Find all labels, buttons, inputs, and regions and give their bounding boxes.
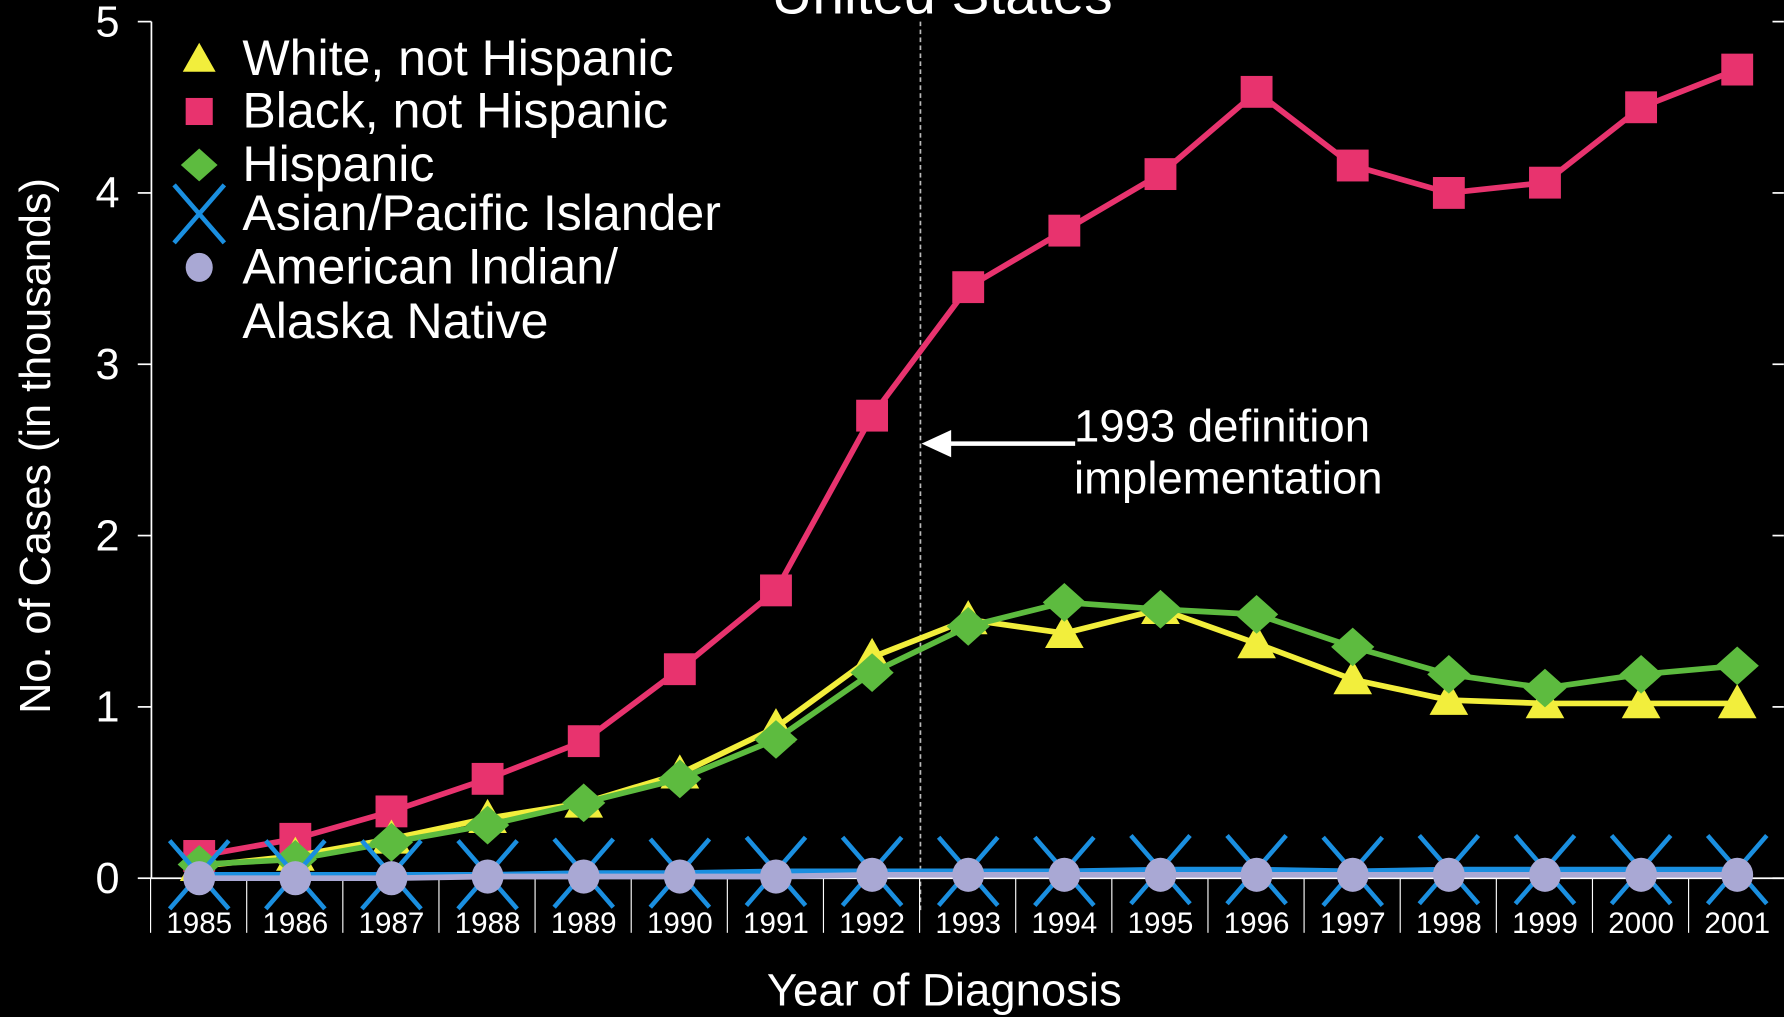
y-tick-label: 4	[96, 170, 120, 218]
x-tick-label: 1997	[1320, 907, 1386, 940]
marker	[1144, 857, 1177, 892]
series-line	[198, 606, 1738, 870]
legend-label: Asian/Pacific Islander	[242, 185, 720, 241]
marker	[1427, 655, 1471, 694]
y-axis-label: No. of Cases (in thousands)	[12, 178, 60, 714]
x-tick-label: 1994	[1031, 907, 1097, 940]
x-tick-label: 2001	[1704, 907, 1770, 940]
x-tick-label: 1991	[743, 907, 809, 940]
marker	[1336, 857, 1369, 892]
marker	[465, 805, 510, 845]
marker	[658, 759, 702, 799]
y-tick-label: 0	[96, 855, 120, 903]
marker	[663, 653, 696, 686]
annotation-arrowhead	[921, 430, 952, 458]
y-tick-label: 5	[96, 0, 120, 46]
chart-title: United States	[771, 0, 1112, 27]
legend-marker	[180, 148, 218, 182]
marker	[663, 859, 696, 894]
x-tick-label: 1992	[839, 907, 905, 940]
y-tick-label: 2	[96, 512, 120, 560]
x-tick-label: 1996	[1224, 907, 1290, 940]
marker	[1625, 857, 1658, 892]
legend-marker	[172, 183, 227, 245]
marker	[1721, 857, 1754, 892]
marker	[1045, 613, 1084, 649]
marker	[567, 725, 600, 758]
marker	[952, 857, 985, 892]
marker	[1144, 158, 1177, 191]
annotation-text: implementation	[1074, 453, 1383, 504]
legend-label-line: Alaska Native	[242, 293, 548, 349]
marker	[850, 653, 894, 692]
marker	[1048, 857, 1081, 892]
marker	[369, 822, 414, 862]
x-tick-label: 1989	[551, 907, 617, 940]
marker	[1625, 91, 1658, 124]
legend-label: American Indian/Alaska Native	[242, 238, 618, 349]
marker	[856, 399, 889, 432]
marker	[1432, 177, 1465, 209]
marker	[1619, 655, 1663, 694]
marker	[471, 859, 504, 894]
x-axis-label: Year of Diagnosis	[767, 965, 1122, 1016]
x-tick-label: 2000	[1608, 907, 1674, 940]
marker	[1529, 166, 1561, 199]
y-tick-label: 1	[96, 684, 120, 732]
marker	[754, 720, 798, 759]
legend-label: White, not Hispanic	[242, 30, 673, 86]
marker	[1715, 646, 1759, 686]
annotation-text: 1993 definition	[1074, 400, 1370, 451]
legend-label: Black, not Hispanic	[242, 82, 668, 138]
marker	[1042, 583, 1086, 622]
marker	[1717, 684, 1757, 719]
legend-marker	[185, 252, 213, 282]
marker	[567, 859, 600, 894]
marker	[1432, 857, 1465, 892]
marker	[1336, 149, 1369, 182]
x-tick-label: 1987	[359, 907, 425, 940]
marker	[1429, 680, 1469, 715]
marker	[375, 861, 408, 896]
marker	[1237, 624, 1276, 659]
marker	[183, 861, 216, 896]
marker	[1240, 75, 1273, 108]
y-tick-label: 3	[96, 341, 120, 389]
legend-label-line: American Indian/	[242, 238, 618, 294]
marker	[1529, 857, 1561, 892]
x-tick-label: 1993	[935, 907, 1001, 940]
x-tick-label: 1986	[262, 907, 328, 940]
marker	[279, 861, 312, 896]
marker	[1234, 595, 1279, 634]
x-tick-label: 1995	[1128, 907, 1194, 940]
x-tick-label: 1998	[1416, 907, 1482, 940]
x-tick-label: 1999	[1512, 907, 1578, 940]
marker	[471, 762, 504, 795]
legend-marker	[182, 42, 216, 72]
marker	[946, 607, 990, 646]
marker	[760, 859, 792, 894]
marker	[856, 857, 889, 892]
marker	[760, 574, 792, 607]
marker	[1331, 627, 1375, 667]
marker	[1048, 214, 1081, 247]
marker	[1240, 857, 1273, 892]
x-tick-label: 1985	[166, 907, 232, 940]
legend-marker	[185, 97, 213, 126]
x-tick-label: 1988	[455, 907, 521, 940]
legend-label: Hispanic	[242, 136, 434, 192]
marker	[1621, 684, 1661, 719]
marker	[1333, 660, 1373, 695]
marker	[952, 271, 985, 304]
marker	[1721, 53, 1754, 86]
x-tick-label: 1990	[647, 907, 713, 940]
